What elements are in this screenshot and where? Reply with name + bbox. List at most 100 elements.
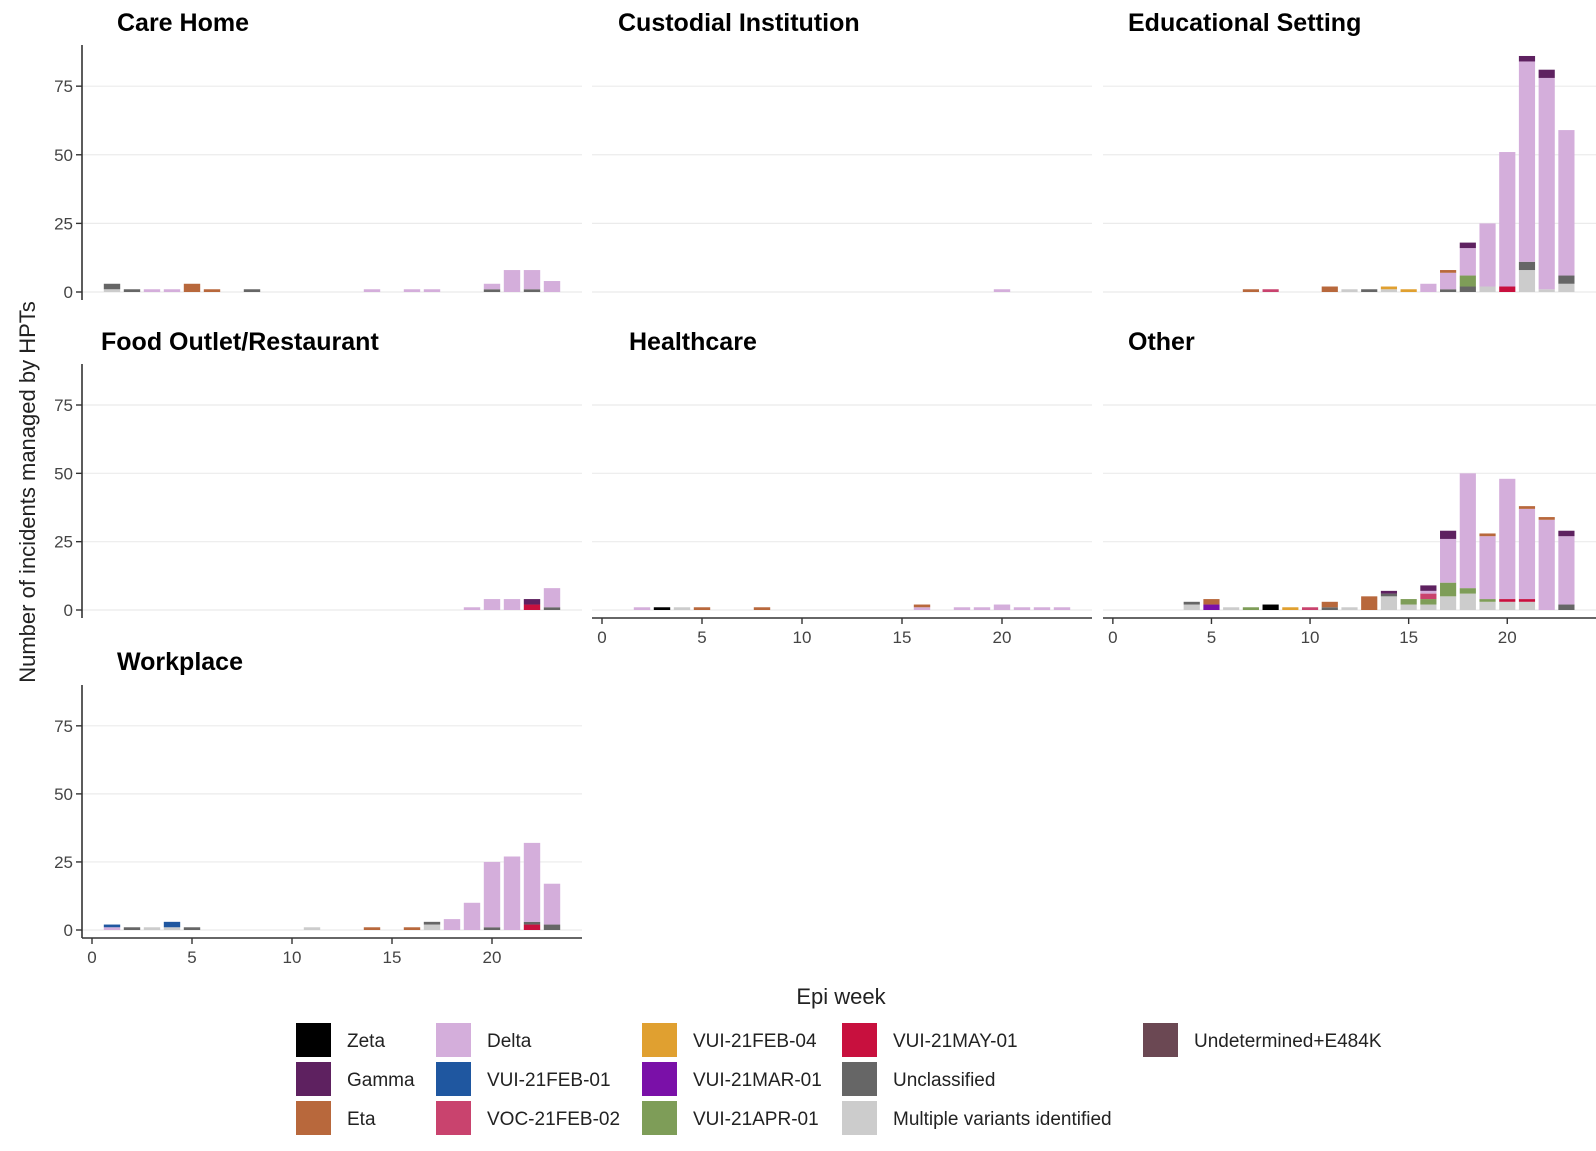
bar-segment-eta: [1361, 596, 1378, 610]
bar-segment-gamma: [1420, 585, 1437, 591]
bar-segment-delta: [483, 283, 501, 290]
bar-segment-delta: [1033, 607, 1051, 610]
y-tick-label: 0: [64, 601, 73, 620]
y-tick-label: 50: [54, 464, 73, 483]
panel-title: Workplace: [117, 648, 243, 676]
bar-segment-unclassified: [243, 289, 261, 292]
bar-segment-eta: [183, 283, 201, 292]
bar-segment-gamma: [1380, 590, 1398, 594]
bar-segment-vui-21may-01: [1499, 286, 1516, 292]
bar-segment-zeta: [653, 607, 671, 610]
bar-segment-voc-21feb-02: [1262, 289, 1279, 292]
panel-workplace: Workplace 0 25 50 75 0 5 10 15 20: [54, 648, 582, 967]
bar-segment-unclassified: [1558, 604, 1575, 610]
bar-segment-delta: [993, 289, 1011, 292]
panel-title: Educational Setting: [1128, 9, 1361, 37]
bar-segment-vui-21may-01: [1518, 599, 1536, 602]
y-tick-label: 0: [64, 283, 73, 302]
panel-healthcare: Healthcare 0 5 10 15 20: [592, 328, 1092, 647]
y-tick-label: 75: [54, 717, 73, 736]
bar-segment-eta: [1321, 601, 1338, 608]
bar-segment-vui-21may-01: [523, 924, 541, 930]
bar-segment-delta: [523, 270, 541, 290]
bar-segment-delta: [503, 856, 521, 930]
bar-segment-multiple-variants-identified: [1518, 601, 1536, 610]
bar-segment-unclassified: [1518, 261, 1536, 271]
bar-segment-voc-21feb-02: [1420, 593, 1437, 600]
bar-segment-multiple-variants-identified: [1420, 604, 1437, 610]
legend-label: VOC-21FEB-02: [487, 1109, 620, 1130]
bar-segment-multiple-variants-identified: [143, 927, 161, 930]
bar-segment-unclassified: [1361, 289, 1378, 292]
legend-label: Multiple variants identified: [893, 1109, 1112, 1130]
bar-segment-delta: [913, 607, 931, 610]
bar-segment-delta: [483, 599, 501, 610]
bar-segment-gamma: [523, 599, 541, 605]
legend-label: VUI-21APR-01: [693, 1109, 819, 1130]
bar-segment-delta: [1538, 77, 1555, 290]
bar-segment-vui-21apr-01: [1440, 582, 1457, 597]
bar-segment-delta: [463, 902, 481, 930]
bar-segment-delta: [503, 599, 521, 610]
legend: Zeta Gamma Eta Delta VUI-21FEB-01 VOC-21FEB-0…: [296, 1023, 1382, 1135]
bar-segment-delta: [953, 607, 971, 610]
bar-segment-voc-21feb-02: [1301, 607, 1319, 610]
bar-segment-delta: [103, 927, 121, 930]
panel-custodial-institution: Custodial Institution: [592, 9, 1092, 293]
panel-other: Other 0 5 10 15 20: [1103, 328, 1596, 647]
legend-label: Unclassified: [893, 1070, 995, 1091]
panel-title: Care Home: [117, 9, 249, 37]
bar-segment-delta: [1558, 130, 1575, 276]
bar-segment-eta: [693, 607, 711, 610]
bar-segment-vui-21feb-01: [163, 921, 181, 928]
bar-segment-vui-21may-01: [523, 604, 541, 610]
bar-segment-multiple-variants-identified: [163, 927, 181, 930]
bar-segment-eta: [1321, 286, 1338, 292]
bar-segment-delta: [1499, 478, 1516, 600]
bar-segment-delta: [1053, 607, 1071, 610]
bar-segment-gamma: [1459, 242, 1476, 249]
x-tick-label: 20: [483, 948, 502, 967]
bar-segment-vui-21may-01: [1499, 599, 1516, 602]
bar-segment-unclassified: [1440, 289, 1457, 292]
bar-segment-unclassified: [1459, 286, 1476, 292]
bar-segment-delta: [543, 883, 561, 925]
bar-segment-multiple-variants-identified: [1380, 289, 1398, 292]
legend-swatch-vui-21feb-04: [642, 1023, 677, 1057]
bar-segment-multiple-variants-identified: [1558, 283, 1575, 292]
bar-segment-vui-21feb-04: [1282, 607, 1299, 610]
bar-segment-delta: [163, 289, 181, 292]
x-tick-label: 15: [1399, 628, 1418, 647]
bar-segment-vui-21mar-01: [1203, 604, 1220, 610]
bar-segment-multiple-variants-identified: [1341, 607, 1358, 610]
bar-segment-delta: [1479, 536, 1496, 600]
bar-segment-delta: [543, 588, 561, 608]
bar-segment-unclassified: [1183, 601, 1200, 605]
bar-segment-unclassified: [483, 927, 501, 930]
bar-segment-eta: [403, 927, 421, 930]
bar-segment-unclassified: [1558, 275, 1575, 284]
x-tick-label: 0: [597, 628, 606, 647]
bar-segment-delta: [143, 289, 161, 292]
bar-segment-delta: [1518, 61, 1536, 262]
y-tick-label: 75: [54, 396, 73, 415]
x-tick-label: 20: [1498, 628, 1517, 647]
x-tick-label: 10: [1301, 628, 1320, 647]
legend-label: VUI-21MAY-01: [893, 1031, 1018, 1052]
bar-segment-vui-21apr-01: [1420, 599, 1437, 605]
bar-segment-unclassified: [423, 921, 441, 925]
bar-segment-delta: [523, 842, 541, 922]
bar-segment-vui-21apr-01: [1459, 275, 1476, 287]
legend-swatch-multiple-variants-identified: [842, 1101, 877, 1135]
x-axis-label: Epi week: [796, 984, 886, 1009]
bar-segment-delta: [1538, 519, 1555, 610]
bar-segment-multiple-variants-identified: [1479, 601, 1496, 610]
bar-segment-gamma: [1558, 530, 1575, 537]
legend-swatch-eta: [296, 1101, 331, 1135]
x-tick-label: 20: [993, 628, 1012, 647]
bar-segment-delta: [1558, 536, 1575, 605]
bar-segment-multiple-variants-identified: [423, 924, 441, 930]
legend-label: Zeta: [347, 1031, 385, 1052]
legend-label: Eta: [347, 1109, 376, 1130]
